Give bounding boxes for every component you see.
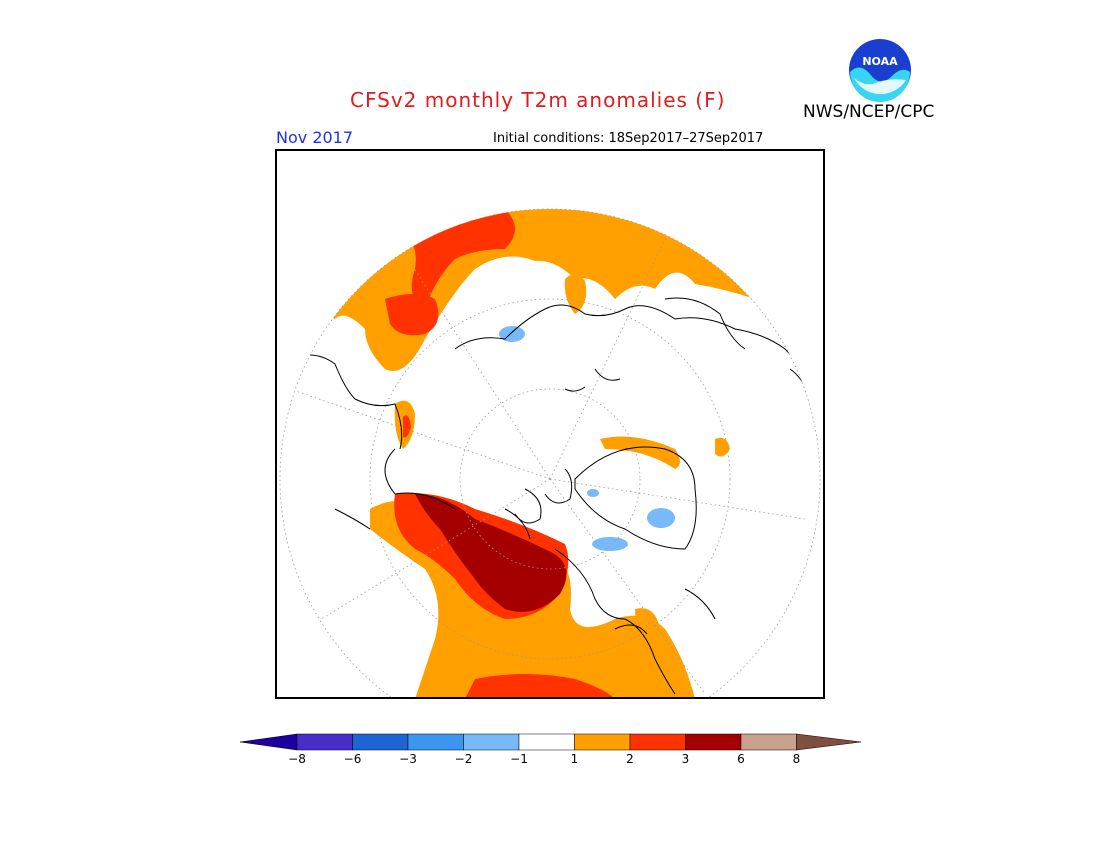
legend-swatch-1	[352, 733, 409, 751]
legend-swatch-0	[296, 733, 353, 751]
polar-map	[275, 149, 825, 699]
legend-tick-label: 6	[737, 752, 745, 766]
legend-tick-label: −3	[399, 752, 417, 766]
initial-conditions: Initial conditions: 18Sep2017–27Sep2017	[493, 131, 764, 146]
legend-tick-label: −6	[343, 752, 362, 766]
legend-tick-label: −1	[510, 752, 528, 766]
legend-swatch-2	[407, 733, 464, 751]
legend-swatch-7	[685, 733, 742, 751]
legend-tick-label: 8	[792, 752, 801, 766]
legend-tick-label: 1	[570, 752, 579, 766]
legend-swatch-5	[574, 733, 631, 751]
legend-swatch-6	[629, 733, 686, 751]
legend-swatch-8	[740, 733, 797, 751]
color-legend	[238, 732, 863, 777]
legend-extend-low	[239, 733, 298, 751]
agency-label: NWS/NCEP/CPC	[803, 102, 935, 122]
noaa-logo-text: NOAA	[862, 55, 898, 68]
legend-swatch-4	[518, 733, 575, 751]
chart-title: CFSv2 monthly T2m anomalies (F)	[350, 88, 726, 112]
forecast-month: Nov 2017	[276, 128, 354, 147]
legend-tick-label: 2	[626, 752, 634, 766]
noaa-logo: NOAA	[848, 38, 912, 102]
legend-tick-label: −8	[288, 752, 306, 766]
legend-tick-label: 3	[681, 752, 690, 766]
legend-tick-label: −2	[454, 752, 473, 766]
warm-anomaly-north-america	[370, 493, 695, 697]
legend-swatch-3	[463, 733, 520, 751]
legend-extend-high	[796, 733, 862, 751]
